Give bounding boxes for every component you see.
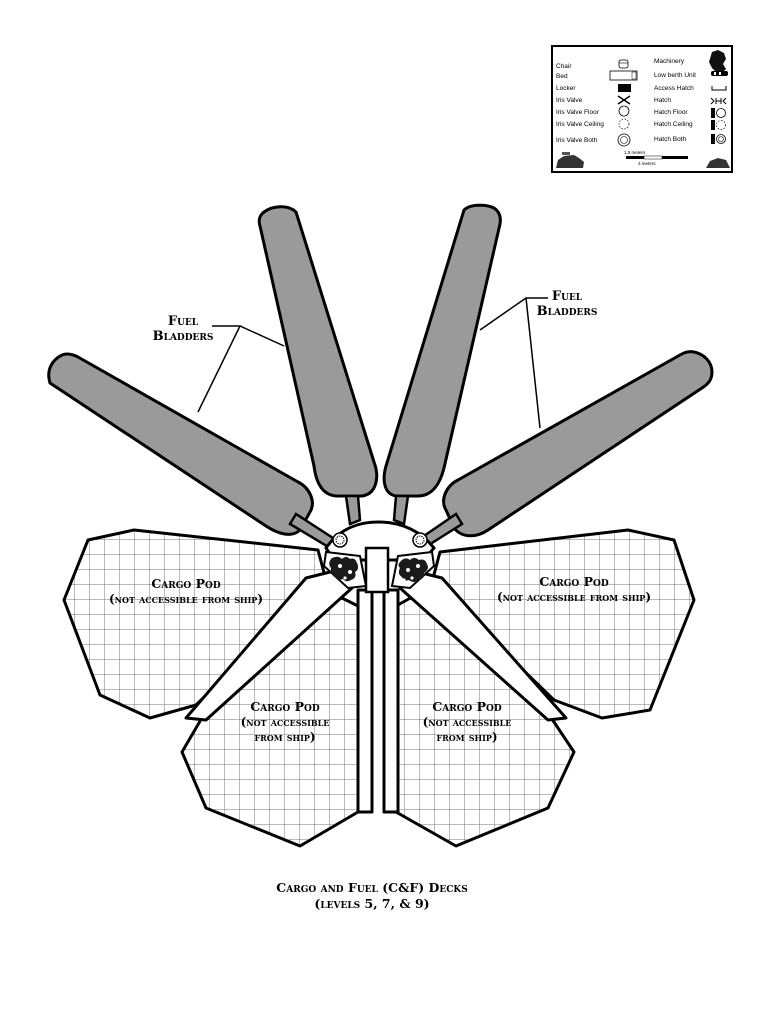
corridor-left-vertical [356, 588, 374, 814]
fuel-bladders-right-label-line1: Fuel [552, 289, 583, 304]
legend-iris-valve-floor-label: Iris Valve Floor [556, 109, 600, 116]
fuel-bladder-far-right [442, 350, 714, 538]
legend-locker-label: Locker [556, 85, 576, 92]
bed-icon [609, 70, 638, 81]
cargo-pod-lr-title: Cargo Pod [432, 699, 502, 714]
hatch-both-icon [332, 532, 348, 548]
legend-hatch-both-label: Hatch Both [654, 136, 687, 143]
cargo-pod-ll-note2: from ship) [254, 730, 315, 744]
fuel-bladders [47, 203, 714, 538]
fuel-bladder-mid-right [382, 203, 502, 498]
legend-iris-valve-both-label: Iris Valve Both [556, 137, 598, 144]
scale-bottom-label: 3 meters [638, 161, 656, 166]
fuel-bladders-right-label-line2: Bladders [537, 304, 598, 319]
machinery-icon [709, 50, 726, 73]
legend-hatch-floor-label: Hatch Floor [654, 109, 688, 116]
cargo-pods [62, 528, 696, 848]
fuel-bladders-left-label-line2: Bladders [153, 329, 214, 344]
iris-valve-both-icon [617, 133, 631, 147]
fuel-bladder-far-left [47, 352, 314, 536]
fuel-bladders-left-label-line1: Fuel [168, 314, 199, 329]
ship-silhouette-left-icon [556, 152, 584, 168]
ship-silhouette-right-icon [706, 158, 730, 168]
legend-machinery-label: Machinery [654, 58, 685, 65]
hatch-floor-icon [711, 108, 726, 118]
legend-iris-valve-label: Iris Valve [556, 97, 583, 104]
cargo-pod-ur-note: (not accessible from ship) [497, 590, 651, 604]
legend-chair-label: Chair [556, 63, 572, 70]
iris-valve-ceiling-icon [618, 118, 630, 130]
chair-icon [618, 59, 629, 69]
corridor-right-vertical [382, 588, 400, 814]
access-hatch-icon [711, 86, 727, 91]
iris-valve-floor-icon [618, 105, 630, 117]
legend-hatch-ceiling-label: Hatch Ceiling [654, 121, 693, 128]
low-berth-icon [711, 71, 728, 76]
iris-valve-icon [617, 95, 631, 105]
legend-box: Chair Bed Locker Iris Valve Iris Valve F… [551, 45, 733, 173]
legend-low-berth-label: Low berth Unit [654, 72, 696, 79]
hatch-both-icon [711, 134, 726, 144]
fuel-bladder-mid-left [257, 205, 379, 498]
legend-bed-label: Bed [556, 73, 568, 80]
scale-bar: 1.5 meters 3 meters [624, 150, 688, 166]
machinery-room-right [390, 550, 436, 590]
cargo-pod-ul-note: (not accessible from ship) [109, 592, 263, 606]
cargo-pod-lr-note2: from ship) [436, 730, 497, 744]
legend-iris-valve-ceiling-label: Iris Valve Ceiling [556, 121, 604, 128]
deck-caption-line2: (levels 5, 7, & 9) [314, 896, 429, 911]
leader-lines [197, 297, 548, 429]
legend-hatch-label: Hatch [654, 97, 671, 104]
scale-top-label: 1.5 meters [624, 150, 646, 155]
deck-caption-line1: Cargo and Fuel (C&F) Decks [276, 880, 467, 895]
locker-icon [618, 84, 631, 92]
feed-tubes [288, 494, 464, 550]
hatch-both-icon [412, 532, 428, 548]
cargo-pod-ll-note1: (not accessible [241, 715, 330, 729]
cargo-pod-lr-note1: (not accessible [423, 715, 512, 729]
hatch-icon [710, 97, 727, 105]
cargo-pod-ll-title: Cargo Pod [250, 699, 320, 714]
cargo-pod-ur-title: Cargo Pod [539, 574, 609, 589]
machinery-room-left [322, 550, 368, 590]
central-hub [322, 520, 436, 594]
hatch-ceiling-icon [711, 120, 726, 130]
legend-access-hatch-label: Access Hatch [654, 85, 694, 92]
cargo-pod-ul-title: Cargo Pod [151, 576, 221, 591]
